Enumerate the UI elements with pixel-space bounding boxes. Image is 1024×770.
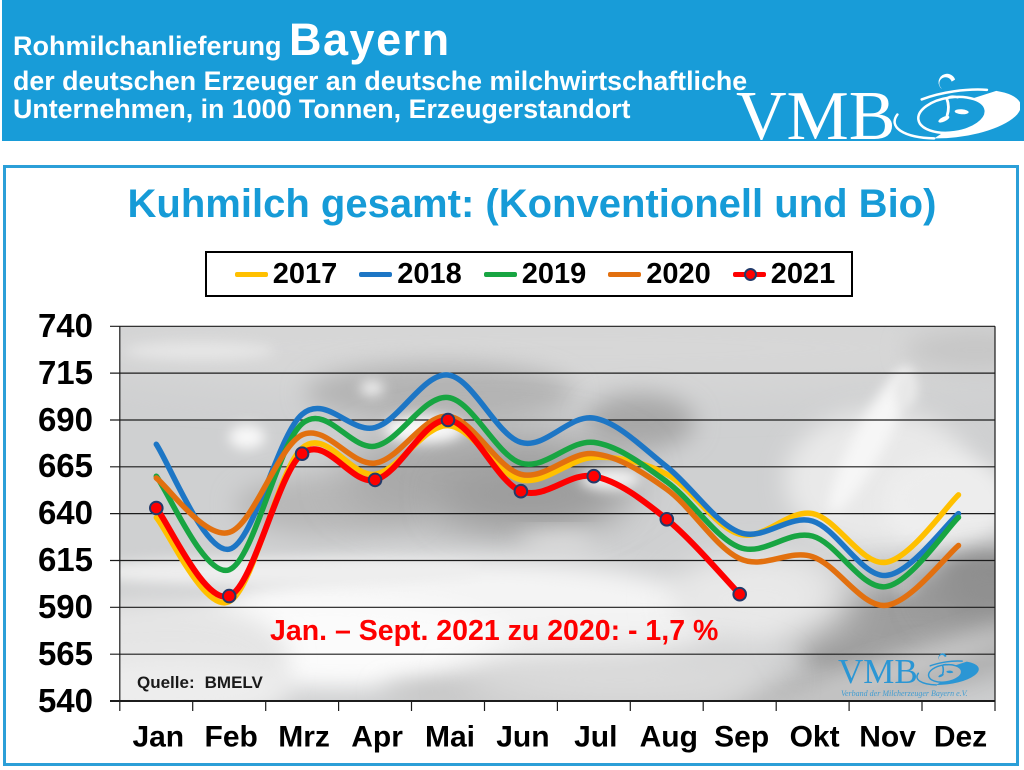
svg-text:Apr: Apr (351, 721, 403, 754)
svg-text:Verband der Milcherzeuger Baye: Verband der Milcherzeuger Bayern e.V. (841, 689, 968, 698)
svg-text:Dez: Dez (934, 721, 987, 754)
svg-text:Okt: Okt (790, 721, 840, 754)
svg-text:690: 690 (38, 401, 93, 438)
svg-text:665: 665 (38, 447, 93, 484)
svg-text:Jul: Jul (574, 721, 617, 754)
svg-text:640: 640 (38, 494, 93, 531)
svg-text:Sep: Sep (714, 721, 769, 754)
svg-text:Nov: Nov (859, 721, 916, 754)
svg-text:540: 540 (38, 682, 93, 719)
svg-text:740: 740 (38, 307, 93, 344)
svg-text:Mrz: Mrz (278, 721, 330, 754)
svg-text:565: 565 (38, 635, 93, 672)
svg-text:Jan: Jan (132, 721, 184, 754)
svg-text:VMB: VMB (838, 652, 918, 691)
svg-text:Jun: Jun (496, 721, 549, 754)
svg-text:715: 715 (38, 354, 93, 391)
svg-text:Feb: Feb (205, 721, 258, 754)
svg-text:615: 615 (38, 541, 93, 578)
svg-text:VMB: VMB (736, 78, 895, 145)
svg-text:Aug: Aug (640, 721, 698, 754)
svg-text:Mai: Mai (425, 721, 475, 754)
svg-text:590: 590 (38, 588, 93, 625)
